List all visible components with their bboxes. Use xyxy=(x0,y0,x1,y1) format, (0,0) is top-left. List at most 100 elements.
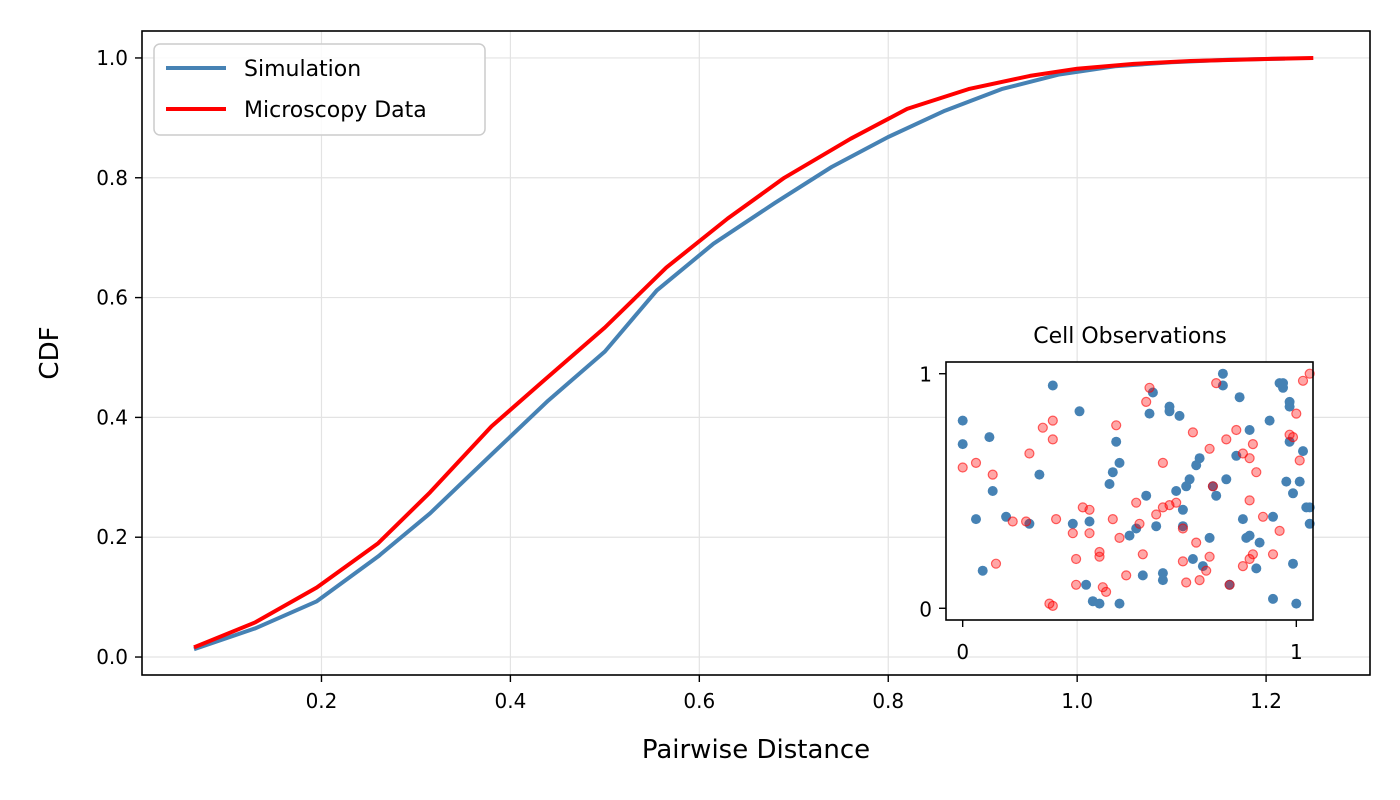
x-tick-label: 0.2 xyxy=(306,689,338,713)
scatter-point-blue xyxy=(1094,598,1105,609)
inset-points xyxy=(957,368,1315,612)
scatter-point-blue xyxy=(1034,469,1045,480)
scatter-point-red xyxy=(1207,481,1219,492)
scatter-point-blue xyxy=(1107,467,1118,478)
scatter-point-red xyxy=(1304,368,1315,379)
scatter-point-red xyxy=(1291,408,1302,419)
scatter-point-blue xyxy=(1234,392,1245,403)
scatter-point-red xyxy=(1237,560,1249,572)
scatter-point-red xyxy=(1204,443,1215,454)
scatter-point-red xyxy=(1191,537,1202,548)
scatter-point-blue xyxy=(1244,425,1255,435)
scatter-point-blue xyxy=(1171,486,1182,496)
y-tick-label: 0.6 xyxy=(96,286,128,310)
scatter-point-blue xyxy=(1254,537,1265,548)
scatter-point-blue xyxy=(1131,523,1142,534)
scatter-point-red xyxy=(1137,549,1148,560)
inset-title: Cell Observations xyxy=(1033,324,1227,349)
scatter-point-red xyxy=(1244,495,1255,506)
scatter-point-blue xyxy=(1157,575,1168,586)
scatter-point-blue xyxy=(1284,436,1295,447)
x-tick-label: 0.4 xyxy=(494,689,526,713)
scatter-point-red xyxy=(1177,523,1189,534)
scatter-point-blue xyxy=(971,514,981,525)
y-tick-label: 0.8 xyxy=(96,166,128,190)
scatter-point-blue xyxy=(1298,446,1308,457)
scatter-point-red xyxy=(1070,553,1082,565)
scatter-point-blue xyxy=(1207,481,1218,492)
scatter-point-red xyxy=(1187,427,1199,438)
scatter-point-red xyxy=(1121,570,1132,581)
scatter-point-blue xyxy=(1268,593,1278,604)
scatter-point-blue xyxy=(1224,579,1235,590)
y-tick-label: 0.2 xyxy=(96,525,128,549)
y-axis-label: CDF xyxy=(35,326,65,379)
legend-label-microscopy: Microscopy Data xyxy=(244,98,427,123)
scatter-point-red xyxy=(1221,434,1232,445)
scatter-point-red xyxy=(1247,439,1259,450)
scatter-point-blue xyxy=(1304,518,1315,529)
scatter-point-red xyxy=(957,462,968,473)
scatter-point-blue xyxy=(1114,598,1125,609)
scatter-point-red xyxy=(1100,586,1112,598)
scatter-point-red xyxy=(1244,453,1255,464)
scatter-point-blue xyxy=(1111,436,1122,447)
scatter-point-red xyxy=(1247,549,1259,560)
scatter-point-red xyxy=(1084,504,1095,515)
scatter-point-red xyxy=(1274,525,1285,537)
x-tick-label: 0.6 xyxy=(683,689,715,713)
scatter-point-red xyxy=(1224,579,1235,590)
scatter-point-red xyxy=(1157,457,1169,468)
scatter-point-red xyxy=(1024,448,1035,459)
scatter-point-blue xyxy=(1284,401,1295,412)
scatter-point-blue xyxy=(1157,568,1168,579)
inset-background xyxy=(946,362,1313,620)
scatter-point-red xyxy=(990,558,1002,569)
scatter-point-blue xyxy=(1184,474,1195,485)
scatter-point-blue xyxy=(1114,457,1125,468)
scatter-point-blue xyxy=(1177,504,1188,515)
x-tick-label: 1.2 xyxy=(1250,689,1282,713)
scatter-point-red xyxy=(1131,497,1142,508)
x-tick-label: 1.0 xyxy=(1061,689,1093,713)
y-tick-label: 1.0 xyxy=(96,46,128,70)
inset-ticks: 0 1 0 1 xyxy=(919,363,1302,664)
scatter-point-red xyxy=(1287,432,1299,443)
scatter-point-blue xyxy=(1124,530,1135,541)
scatter-point-red xyxy=(1114,532,1125,544)
scatter-point-red xyxy=(1047,600,1058,612)
scatter-point-blue xyxy=(1304,502,1315,513)
scatter-point-blue xyxy=(1294,476,1305,487)
scatter-point-blue xyxy=(1221,474,1232,485)
scatter-point-blue xyxy=(1217,368,1228,379)
series-line-microscopy-data xyxy=(193,56,1314,650)
scatter-point-red xyxy=(1194,574,1205,586)
scatter-point-red xyxy=(1141,396,1152,407)
scatter-point-blue xyxy=(987,486,998,496)
scatter-point-red xyxy=(1177,556,1189,567)
scatter-point-red xyxy=(1251,467,1262,478)
scatter-point-blue xyxy=(1047,380,1058,391)
scatter-point-red xyxy=(1067,528,1078,539)
scatter-point-red xyxy=(1151,509,1162,520)
scatter-point-red xyxy=(1294,455,1305,466)
scatter-point-red xyxy=(1144,382,1155,393)
scatter-point-red xyxy=(1134,518,1145,529)
scatter-point-blue xyxy=(977,565,988,576)
scatter-point-blue xyxy=(957,415,968,426)
scatter-point-blue xyxy=(1141,490,1152,501)
scatter-point-red xyxy=(1050,513,1062,525)
scatter-point-blue xyxy=(1194,453,1205,464)
scatter-point-blue xyxy=(1177,521,1188,532)
scatter-point-red xyxy=(1107,513,1118,525)
scatter-point-red xyxy=(1201,565,1212,576)
scatter-point-blue xyxy=(1268,511,1278,522)
y-tick-label: 0.4 xyxy=(96,405,128,429)
scatter-point-blue xyxy=(1288,558,1298,569)
scatter-point-red xyxy=(1007,516,1018,527)
main-plot-frame xyxy=(141,30,1371,676)
scatter-point-blue xyxy=(1164,406,1175,417)
scatter-point-blue xyxy=(1264,415,1275,426)
main-chart-grid xyxy=(142,31,1370,675)
